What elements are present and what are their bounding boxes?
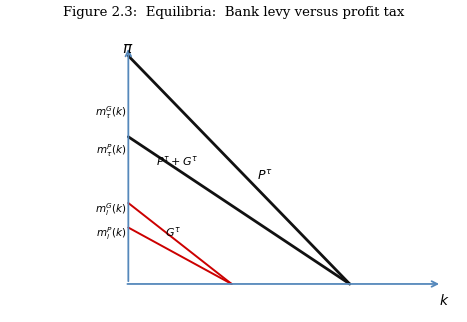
- Text: $m_{l}^{P}(k)$: $m_{l}^{P}(k)$: [96, 225, 127, 242]
- Text: $G^{\tau}$: $G^{\tau}$: [165, 225, 181, 240]
- Text: k: k: [440, 294, 448, 308]
- Text: $m_{l}^{G}(k)$: $m_{l}^{G}(k)$: [95, 201, 127, 218]
- Text: $m_{\tau}^{G}(k)$: $m_{\tau}^{G}(k)$: [95, 104, 127, 121]
- Text: $P^{\tau}+G^{\tau}$: $P^{\tau}+G^{\tau}$: [156, 154, 198, 168]
- Text: Figure 2.3:  Equilibria:  Bank levy versus profit tax: Figure 2.3: Equilibria: Bank levy versus…: [63, 6, 404, 19]
- Text: $m_{\tau}^{P}(k)$: $m_{\tau}^{P}(k)$: [96, 142, 127, 159]
- Text: $P^{\tau}$: $P^{\tau}$: [257, 169, 273, 183]
- Text: π: π: [122, 41, 131, 56]
